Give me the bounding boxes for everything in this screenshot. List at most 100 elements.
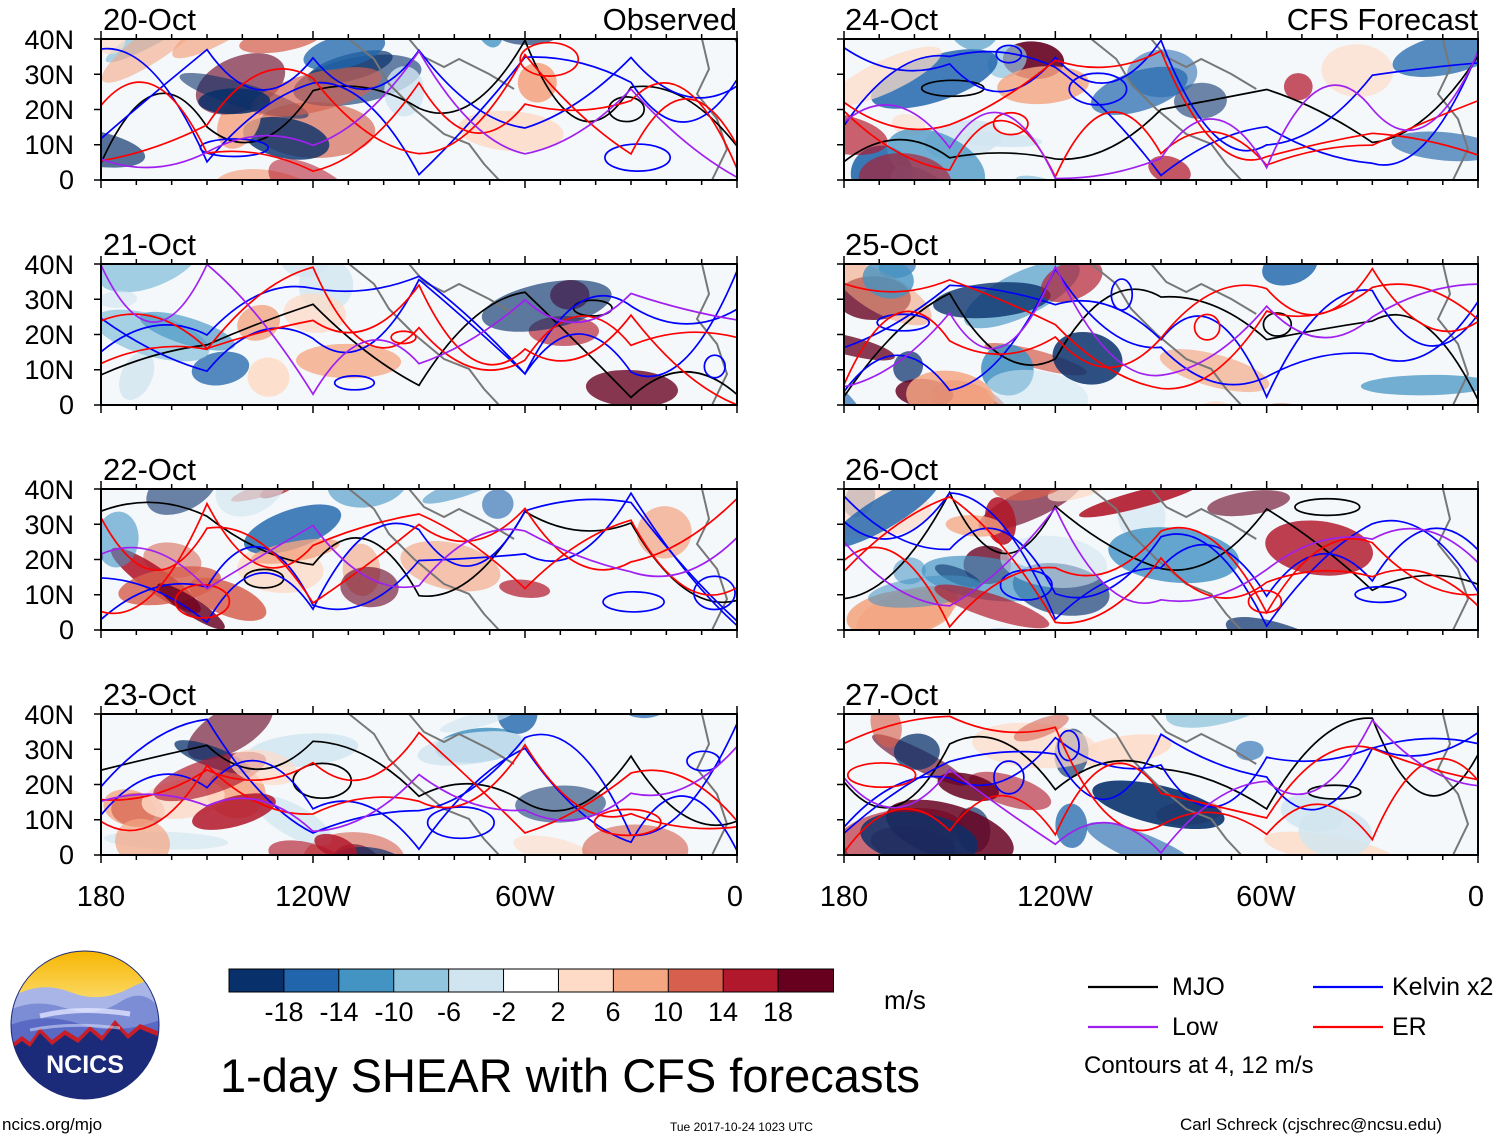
- shear-blob: [295, 343, 402, 379]
- shear-blob: [439, 424, 506, 457]
- panel-date-fcst-1: 24-Oct: [845, 2, 939, 37]
- lon-label: 180: [76, 881, 126, 913]
- shear-blob: [258, 204, 372, 270]
- contour-line: [844, 733, 1478, 834]
- coastline: [408, 714, 515, 765]
- shear-blob: [213, 643, 275, 699]
- shear-blob: [893, 733, 940, 770]
- lat-label: 10N: [24, 805, 74, 835]
- contour-ring: [199, 138, 270, 158]
- coastline: [348, 39, 500, 180]
- coastline: [1090, 264, 1242, 405]
- lat-label: 10N: [24, 130, 74, 160]
- cfs-forecast-label: CFS Forecast: [1286, 2, 1478, 37]
- shear-blob: [525, 915, 590, 960]
- contour-line: [101, 743, 737, 832]
- shear-blob: [249, 489, 329, 490]
- lon-label: 60W: [1236, 881, 1296, 913]
- shear-blob: [268, 405, 316, 455]
- legend-label-low: Low: [1172, 1013, 1218, 1041]
- panel-date-fcst-3: 26-Oct: [845, 452, 939, 487]
- contour-ring: [693, 575, 736, 611]
- shear-blob: [871, 49, 998, 109]
- figure-title: 1-day SHEAR with CFS forecasts: [220, 1049, 920, 1102]
- shear-blob: [247, 0, 372, 21]
- contour-ring: [1294, 497, 1361, 517]
- contour-line: [844, 278, 1478, 390]
- shear-blob: [597, 649, 732, 721]
- shear-blob: [1075, 734, 1172, 767]
- shear-blob: [139, 311, 236, 351]
- colorbar-swatch: [722, 968, 780, 993]
- shear-blob: [354, 0, 427, 19]
- contour-line: [844, 506, 1478, 607]
- coastline: [1090, 39, 1242, 180]
- footer-url[interactable]: ncics.org/mjo: [2, 1115, 103, 1134]
- contour-line: [101, 501, 737, 615]
- legend-label-er: ER: [1392, 1013, 1427, 1041]
- colorbar-unit: m/s: [884, 985, 926, 1015]
- shear-blob: [1386, 634, 1448, 695]
- lat-label: 30N: [24, 510, 74, 540]
- shear-blob: [172, 39, 277, 59]
- coastline: [1150, 264, 1257, 315]
- shear-blob: [1000, 0, 1136, 15]
- contour-ring: [1193, 313, 1221, 341]
- legend-label-kelvin: Kelvin x2: [1392, 973, 1494, 1001]
- map-panel-fcst-1: [837, 31, 1479, 188]
- colorbar-swatch: [393, 968, 450, 993]
- lat-label: 30N: [24, 735, 74, 765]
- contour-line: [101, 491, 737, 627]
- shear-blob: [101, 290, 138, 308]
- contour-line: [844, 267, 1478, 393]
- contour-line: [844, 39, 1478, 152]
- shear-blob: [1262, 264, 1318, 286]
- shear-blob: [243, 116, 330, 160]
- coastline: [1436, 39, 1470, 180]
- shear-blob: [422, 489, 510, 504]
- shear-blob: [268, 158, 361, 180]
- shear-blob: [340, 566, 399, 608]
- panel-date-obs-2: 21-Oct: [103, 227, 197, 262]
- contour-ring: [703, 354, 726, 379]
- lat-label: 20N: [24, 770, 74, 800]
- shear-blob: [603, 405, 678, 453]
- shear-blob: [986, 369, 1089, 405]
- shear-blob: [262, 403, 309, 453]
- shear-blob: [191, 351, 250, 386]
- shear-blob: [954, 132, 1043, 148]
- shear-blob: [101, 511, 139, 568]
- contour-line: [101, 291, 737, 399]
- panel-date-obs-4: 23-Oct: [103, 677, 197, 712]
- colorbar-swatch: [448, 968, 505, 993]
- lat-label: 40N: [24, 475, 74, 505]
- map-panel-obs-2: [94, 256, 738, 413]
- contour-line: [101, 740, 737, 826]
- contour-line: [844, 55, 1478, 163]
- coastline: [1090, 489, 1242, 630]
- shear-blob: [146, 489, 218, 515]
- contour-line: [844, 264, 1478, 388]
- shear-blob: [1392, 39, 1478, 77]
- contour-ring: [876, 313, 931, 332]
- contour-line: [101, 81, 737, 173]
- shear-blob: [860, 811, 978, 855]
- shear-blob: [215, 489, 288, 517]
- contour-ring: [1247, 589, 1283, 614]
- lat-label: 40N: [24, 700, 74, 730]
- contour-ring: [992, 111, 1029, 136]
- shear-blob: [240, 436, 341, 490]
- contour-ring: [1110, 278, 1134, 311]
- panel-date-fcst-4: 27-Oct: [845, 677, 939, 712]
- coastline: [1150, 489, 1257, 540]
- shear-blob: [870, 714, 902, 748]
- lat-label: 40N: [24, 25, 74, 55]
- panel-date-fcst-2: 25-Oct: [845, 227, 939, 262]
- panel-date-obs-1: 20-Oct: [103, 2, 197, 37]
- lat-label: 0: [58, 165, 74, 195]
- shear-blob: [275, 0, 374, 7]
- shear-blob: [1148, 155, 1191, 180]
- lat-label: 10N: [24, 355, 74, 385]
- colorbar-swatch: [557, 968, 615, 993]
- shear-blob: [862, 264, 914, 299]
